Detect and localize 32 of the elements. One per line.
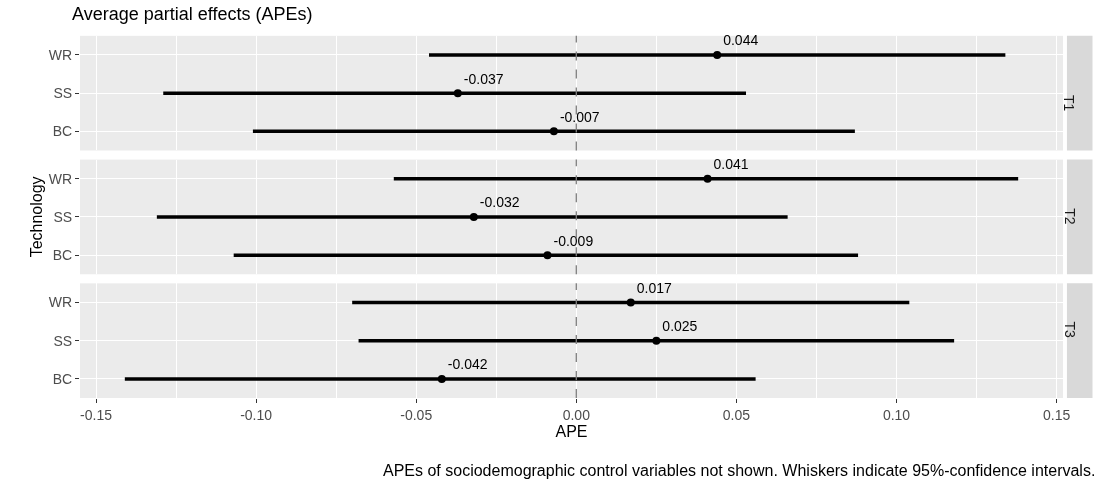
annotation: T3 [1061, 321, 1078, 339]
data-label: 0.017 [636, 279, 672, 296]
y-tick-label: WR [48, 294, 73, 311]
y-tick-label: BC [52, 247, 73, 264]
data-label: -0.037 [463, 70, 504, 87]
x-axis-title: APE [555, 423, 588, 441]
y-tick-label: BC [52, 123, 73, 140]
y-tick-label: SS [53, 208, 73, 225]
data-label: -0.009 [553, 232, 594, 249]
y-axis-title: Technology [27, 176, 45, 258]
y-tick-label: WR [48, 46, 73, 63]
y-tick-label: SS [53, 332, 73, 349]
data-label: 0.025 [662, 318, 698, 335]
text: APEs of sociodemographic control variables not shown. Whiskers indicate 95%-confidence intervals. [383, 462, 1096, 479]
data-label: -0.032 [479, 194, 520, 211]
data-label: 0.044 [723, 32, 759, 49]
data-label: -0.007 [559, 108, 600, 125]
y-tick-label: WR [48, 170, 73, 187]
chart-title: Average partial effects (APEs) [72, 3, 313, 24]
x-tick-label: -0.15 [80, 406, 113, 423]
x-tick-label: -0.05 [400, 406, 433, 423]
x-tick-label: -0.10 [240, 406, 273, 423]
annotation: T1 [1061, 94, 1078, 112]
data-label: -0.042 [447, 356, 488, 373]
x-tick-label: 0.00 [562, 406, 591, 423]
y-tick-label: BC [52, 370, 73, 387]
annotation: T2 [1061, 208, 1078, 225]
data-label: 0.041 [713, 156, 749, 173]
x-tick-label: 0.05 [722, 406, 751, 423]
y-tick-label: SS [53, 85, 73, 102]
x-tick-label: 0.10 [882, 406, 911, 423]
x-tick-label: 0.15 [1042, 406, 1071, 423]
